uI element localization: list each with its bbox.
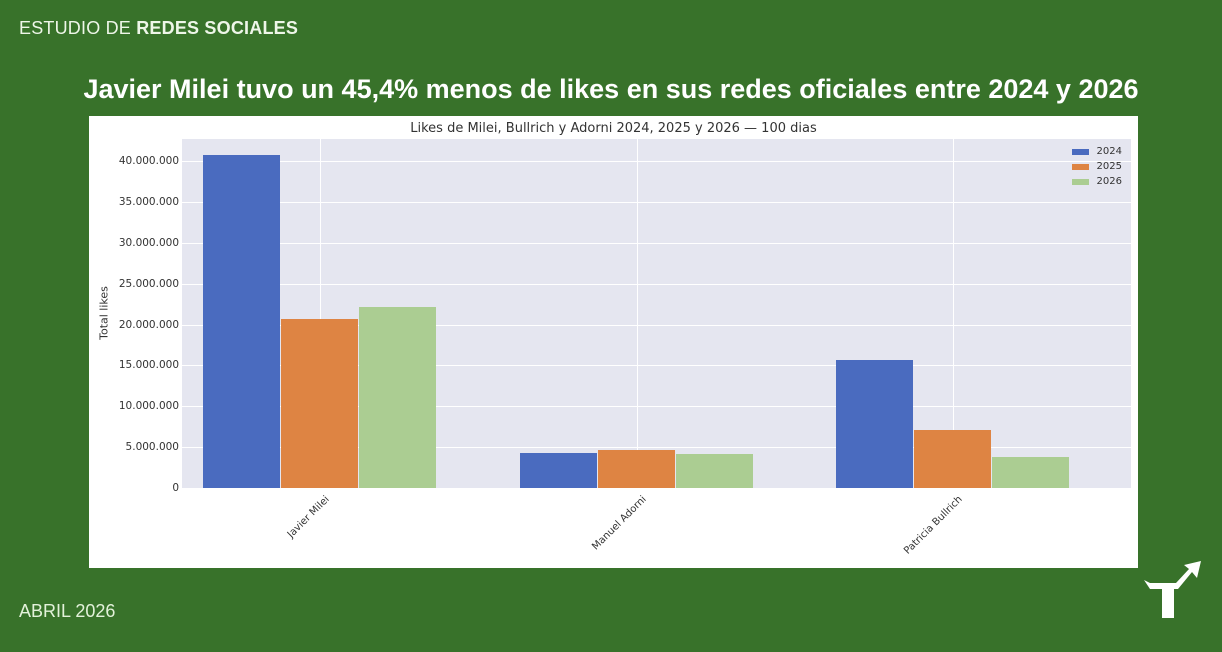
gridline-horizontal	[182, 488, 1131, 489]
y-tick-label: 20.000.000	[118, 318, 179, 331]
bar-patricia-bullrich-2026	[991, 456, 1069, 488]
gridline-horizontal	[182, 161, 1131, 163]
bar-manuel-adorni-2024	[519, 452, 597, 488]
gridline-vertical	[952, 139, 954, 488]
y-tick-label: 40.000.000	[118, 155, 179, 168]
kicker-light: ESTUDIO DE	[19, 18, 137, 38]
gridline-horizontal	[182, 201, 1131, 203]
bar-manuel-adorni-2025	[597, 449, 675, 488]
x-tick-label: Patricia Bullrich	[901, 494, 965, 557]
legend-label: 2024	[1096, 146, 1122, 157]
gridline-vertical	[320, 139, 322, 488]
legend: 2024 2025 2026	[1071, 144, 1122, 189]
legend-label: 2025	[1096, 161, 1122, 172]
legend-swatch	[1071, 148, 1089, 155]
y-tick-label: 15.000.000	[118, 359, 179, 372]
section-kicker: ESTUDIO DE REDES SOCIALES	[19, 18, 298, 39]
y-tick-label: 10.000.000	[118, 400, 179, 413]
kicker-bold: REDES SOCIALES	[136, 18, 299, 38]
legend-item-2025: 2025	[1071, 159, 1122, 174]
legend-label: 2026	[1096, 176, 1122, 187]
chart-title: Likes de Milei, Bullrich y Adorni 2024, …	[410, 121, 817, 136]
bar-manuel-adorni-2026	[675, 453, 753, 488]
gridline-horizontal	[182, 242, 1131, 244]
bar-patricia-bullrich-2025	[913, 429, 991, 488]
gridline-horizontal	[182, 324, 1131, 326]
legend-item-2026: 2026	[1071, 174, 1122, 189]
gridline-horizontal	[182, 406, 1131, 408]
bar-patricia-bullrich-2024	[835, 359, 913, 488]
gridline-horizontal	[182, 447, 1131, 449]
y-tick-label: 25.000.000	[118, 277, 179, 290]
y-tick-label: 0	[172, 482, 179, 494]
bar-javier-milei-2026	[359, 306, 437, 488]
gridline-horizontal	[182, 283, 1131, 285]
gridline-vertical	[636, 139, 638, 488]
chart-card: Likes de Milei, Bullrich y Adorni 2024, …	[89, 116, 1138, 568]
y-tick-label: 30.000.000	[118, 236, 179, 249]
x-tick-label: Manuel Adorni	[589, 494, 649, 553]
legend-swatch	[1071, 178, 1089, 185]
y-tick-label: 5.000.000	[125, 441, 179, 454]
legend-item-2024: 2024	[1071, 144, 1122, 159]
footer-date: ABRIL 2026	[19, 601, 116, 621]
arrow-turn-logo-icon	[1144, 561, 1201, 618]
plot-area	[182, 139, 1131, 489]
y-tick-label: 35.000.000	[118, 195, 179, 208]
bar-javier-milei-2025	[281, 318, 359, 488]
legend-swatch	[1071, 163, 1089, 170]
bar-javier-milei-2024	[203, 155, 281, 488]
gridline-horizontal	[182, 365, 1131, 367]
x-tick-label: Javier Milei	[285, 494, 332, 541]
headline: Javier Milei tuvo un 45,4% menos de like…	[83, 74, 1139, 104]
